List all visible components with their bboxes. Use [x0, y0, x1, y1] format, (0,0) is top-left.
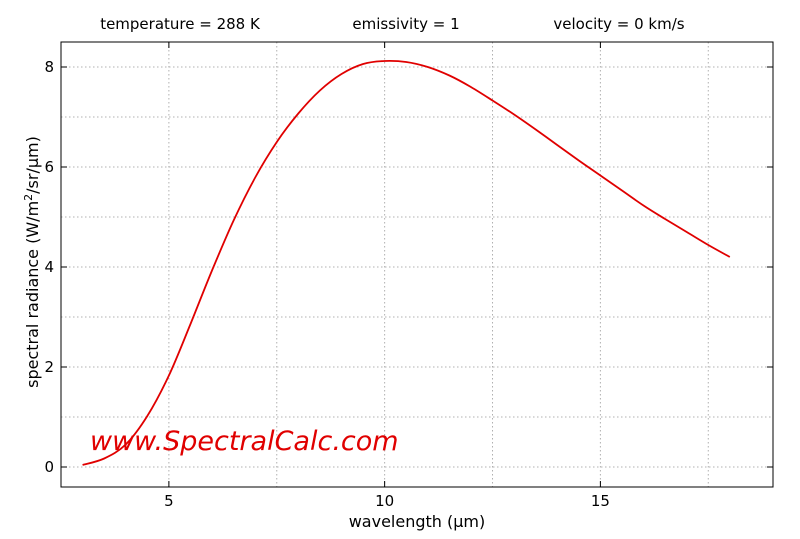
y-axis-label-tail: /sr/µm): [23, 136, 42, 194]
velocity-label: velocity = 0 km/s: [553, 15, 684, 33]
x-tick-label: 15: [591, 492, 610, 510]
y-axis-label: spectral radiance (W/m2/sr/µm): [22, 136, 42, 388]
y-tick-label: 4: [44, 258, 54, 276]
y-tick-label: 6: [44, 158, 54, 176]
x-axis-label: wavelength (µm): [349, 512, 486, 531]
tick-labels: 5 10 15 0 2 4 6 8: [44, 58, 609, 510]
spectral-radiance-line: [82, 59, 731, 466]
x-tick-label: 5: [164, 492, 174, 510]
axis-ticks: [61, 42, 773, 487]
grid: [61, 42, 773, 487]
watermark-text: www.SpectralCalc.com: [90, 426, 399, 457]
y-tick-label: 8: [44, 58, 54, 76]
x-tick-label: 10: [375, 492, 394, 510]
y-tick-label: 0: [44, 458, 54, 476]
plot-frame: [60, 41, 774, 488]
temperature-label: temperature = 288 K: [100, 15, 261, 33]
y-axis-label-sup: 2: [22, 194, 35, 201]
y-axis-label-main: spectral radiance (W/m: [23, 201, 42, 388]
y-tick-label: 2: [44, 358, 54, 376]
emissivity-label: emissivity = 1: [352, 15, 459, 33]
